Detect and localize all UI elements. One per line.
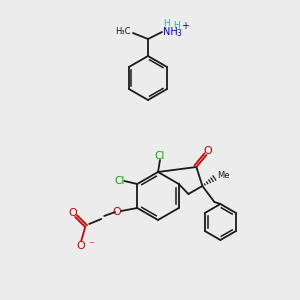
Text: O: O	[203, 146, 212, 156]
Text: +: +	[181, 21, 189, 31]
Text: H: H	[163, 20, 170, 28]
Text: O: O	[113, 207, 122, 217]
Text: Me: Me	[218, 172, 230, 181]
Text: H₃C: H₃C	[116, 26, 131, 35]
Text: H: H	[172, 20, 179, 29]
Text: Cl: Cl	[155, 151, 165, 161]
Text: NH: NH	[163, 27, 178, 37]
Text: O: O	[77, 241, 85, 251]
Text: ⁻: ⁻	[88, 240, 94, 250]
Text: Cl: Cl	[114, 176, 124, 186]
Text: 3: 3	[176, 28, 181, 38]
Text: O: O	[69, 208, 78, 218]
